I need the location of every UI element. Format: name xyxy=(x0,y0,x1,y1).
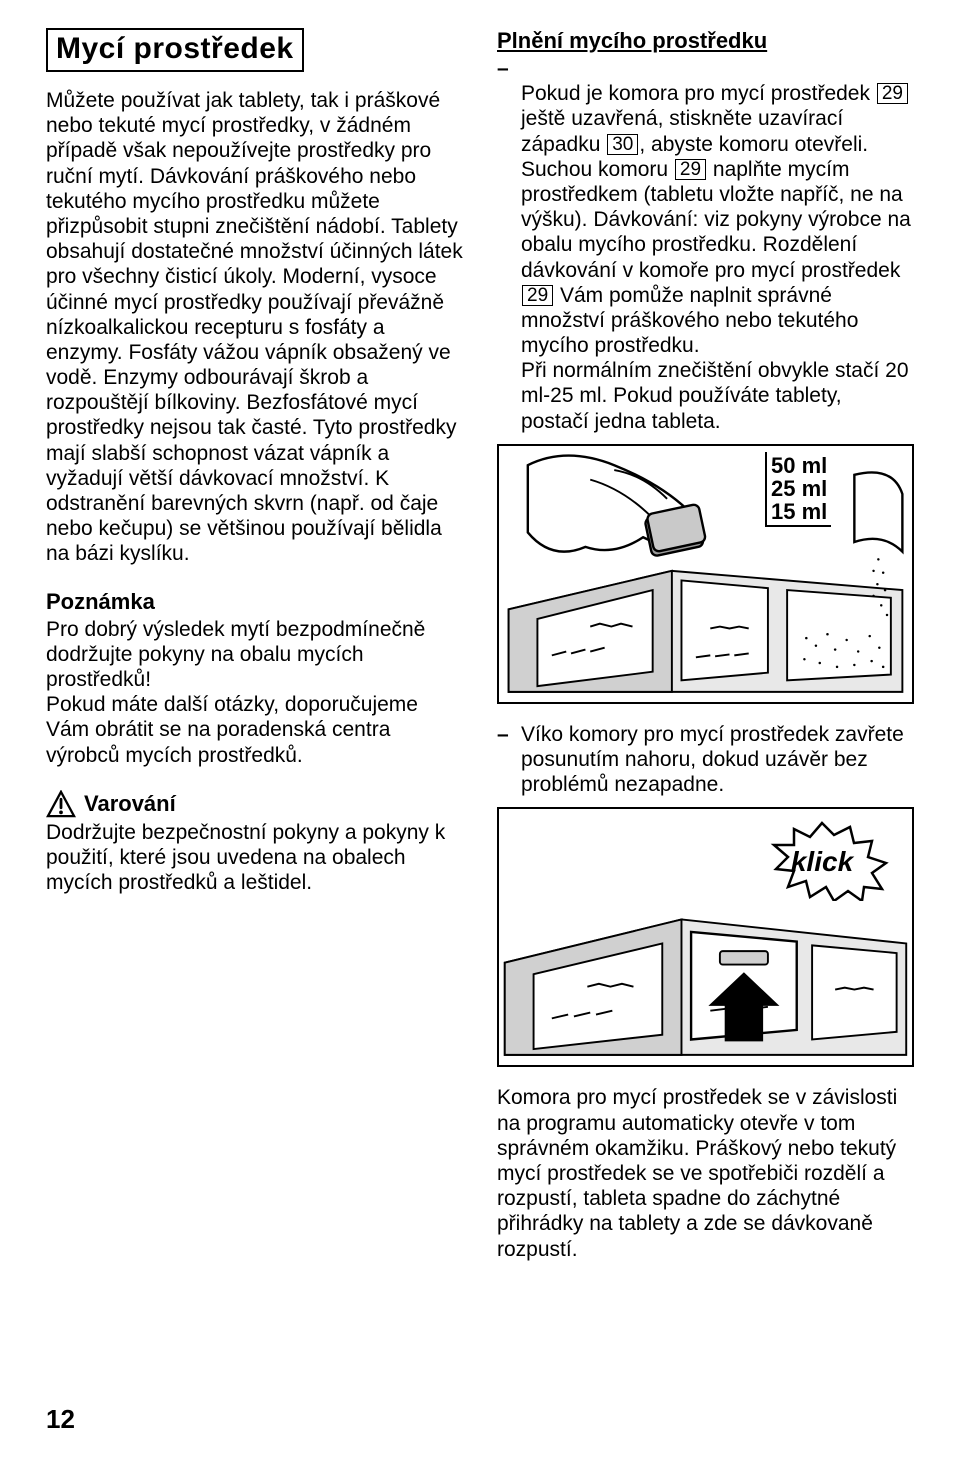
two-column-layout: Mycí prostředek Můžete používat jak tabl… xyxy=(46,28,914,1423)
right-heading: Plnění mycího prostředku xyxy=(497,28,914,54)
page-number: 12 xyxy=(46,1404,75,1435)
intro-paragraph-block: Můžete používat jak tablety, tak i prášk… xyxy=(46,88,463,567)
note-heading: Poznámka xyxy=(46,589,463,615)
intro-paragraph: Můžete používat jak tablety, tak i prášk… xyxy=(46,88,463,567)
figure1-svg xyxy=(499,446,912,696)
warning-block: Varování Dodržujte bezpečnostní pokyny a… xyxy=(46,790,463,896)
section-title-box: Mycí prostředek xyxy=(46,28,304,72)
ref-29c: 29 xyxy=(522,285,553,306)
ml-50: 50 ml xyxy=(771,454,827,477)
ref-30: 30 xyxy=(607,134,638,155)
section-title: Mycí prostředek xyxy=(56,32,294,66)
figure-close-lid: klick xyxy=(497,807,914,1067)
right-column: Plnění mycího prostředku – Pokud je komo… xyxy=(497,28,914,1423)
bullet-dash-2: – xyxy=(497,722,511,798)
warning-icon xyxy=(46,790,76,818)
bullet-2-text: Víko komory pro mycí prostředek zavřete … xyxy=(521,722,914,798)
ml-15: 15 ml xyxy=(771,500,827,523)
bullet1-mid4: Vám pomůže naplnit správné množství práš… xyxy=(521,284,909,433)
note-block: Poznámka Pro dobrý výsledek mytí bezpodm… xyxy=(46,589,463,768)
ref-29: 29 xyxy=(877,83,908,104)
figure-fill-detergent: 50 ml 25 ml 15 ml xyxy=(497,444,914,704)
klick-text: klick xyxy=(791,846,855,877)
bullet-1: – Pokud je komora pro mycí prostředek 29… xyxy=(497,56,914,434)
ml-25: 25 ml xyxy=(771,477,827,500)
bullet-1-text: Pokud je komora pro mycí prostředek 29 j… xyxy=(521,56,914,434)
klick-badge: klick xyxy=(752,821,892,901)
note-body: Pro dobrý výsledek mytí bezpodmínečně do… xyxy=(46,617,463,768)
warning-body: Dodržujte bezpečnostní pokyny a pokyny k… xyxy=(46,820,463,896)
bullet-2: – Víko komory pro mycí prostředek zavřet… xyxy=(497,722,914,798)
ref-29b: 29 xyxy=(675,159,706,180)
warning-heading-row: Varování xyxy=(46,790,463,818)
bullet1-pre: Pokud je komora pro mycí prostředek xyxy=(521,82,876,105)
ml-scale-labels: 50 ml 25 ml 15 ml xyxy=(765,452,831,527)
bullet-dash: – xyxy=(497,56,511,434)
manual-page: Mycí prostředek Můžete používat jak tabl… xyxy=(0,0,960,1463)
left-column: Mycí prostředek Můžete používat jak tabl… xyxy=(46,28,463,1423)
warning-heading: Varování xyxy=(84,791,176,817)
closing-paragraph: Komora pro mycí prostředek se v závislos… xyxy=(497,1085,914,1261)
